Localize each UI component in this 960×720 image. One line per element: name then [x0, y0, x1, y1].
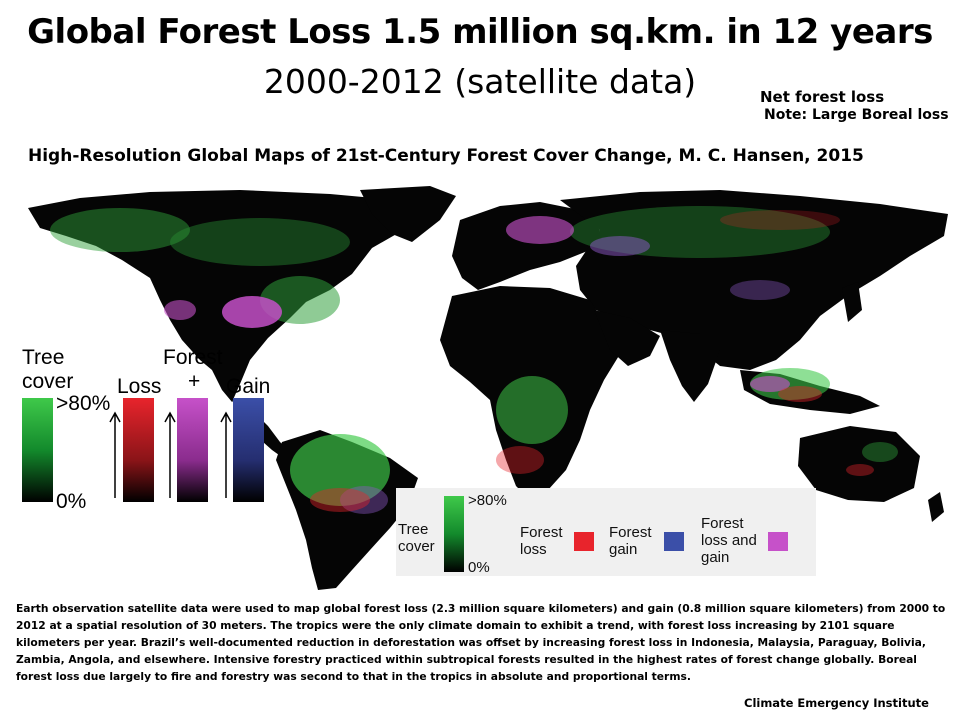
gain-gradient	[233, 398, 264, 502]
note-boreal-loss: Note: Large Boreal loss	[764, 107, 949, 123]
tree-cover-gradient	[22, 398, 53, 502]
india	[660, 330, 720, 402]
inset-top-pct: >80%	[468, 492, 507, 509]
loss-and-gain-swatch	[768, 532, 788, 551]
arrow-up-icon	[109, 411, 121, 498]
australia	[798, 426, 920, 502]
legend-plus-label: +	[188, 370, 201, 393]
loss-and-gain-overlay	[164, 216, 790, 514]
citation: High-Resolution Global Maps of 21st-Cent…	[28, 146, 864, 166]
inset-both-label-2: loss and	[701, 532, 757, 549]
north-america	[28, 190, 420, 402]
legend-tree-label: Tree	[22, 346, 65, 369]
loss-swatch	[574, 532, 594, 551]
legend-bottom-pct: 0%	[56, 490, 87, 513]
legend-cover-label: cover	[22, 370, 74, 393]
page-title: Global Forest Loss 1.5 million sq.km. in…	[27, 12, 933, 52]
new-zealand	[928, 492, 944, 522]
legend-gain-label: Gain	[226, 375, 271, 398]
inset-tree-label: Tree	[398, 521, 429, 538]
legend-top-pct: >80%	[56, 392, 111, 415]
inset-both-label-1: Forest	[701, 515, 744, 532]
inset-gain-label-1: Forest	[609, 524, 652, 541]
inset-cover-label: cover	[398, 538, 435, 555]
inset-loss-label-2: loss	[520, 541, 547, 558]
asia	[560, 190, 948, 370]
arrow-up-icon	[164, 411, 176, 498]
inset-loss-label-1: Forest	[520, 524, 563, 541]
inset-gain-label-2: gain	[609, 541, 638, 558]
legend-forest-label: Forest	[163, 346, 223, 369]
greenland	[360, 186, 456, 242]
legend-loss-label: Loss	[117, 375, 162, 398]
credit-label: Climate Emergency Institute	[744, 696, 929, 710]
loss-overlay	[310, 210, 874, 512]
inset-bottom-pct: 0%	[468, 559, 490, 576]
legend-inset: >80% 0% Tree cover Forest loss Forest ga…	[396, 488, 816, 576]
note-net-forest-loss: Net forest loss	[760, 88, 885, 106]
arabia	[594, 310, 660, 366]
japan	[842, 282, 862, 322]
page-subtitle: 2000-2012 (satellite data)	[263, 62, 697, 101]
inset-tree-cover-gradient	[444, 496, 464, 572]
inset-both-label-3: gain	[701, 549, 730, 566]
loss-and-gain-gradient	[177, 398, 208, 502]
legend-left: Tree cover Forest + Loss Gain >80% 0%	[0, 340, 280, 520]
arrow-up-icon	[220, 411, 232, 498]
loss-gradient	[123, 398, 154, 502]
gain-swatch	[664, 532, 684, 551]
description-paragraph: Earth observation satellite data were us…	[16, 602, 946, 683]
europe	[452, 202, 600, 290]
